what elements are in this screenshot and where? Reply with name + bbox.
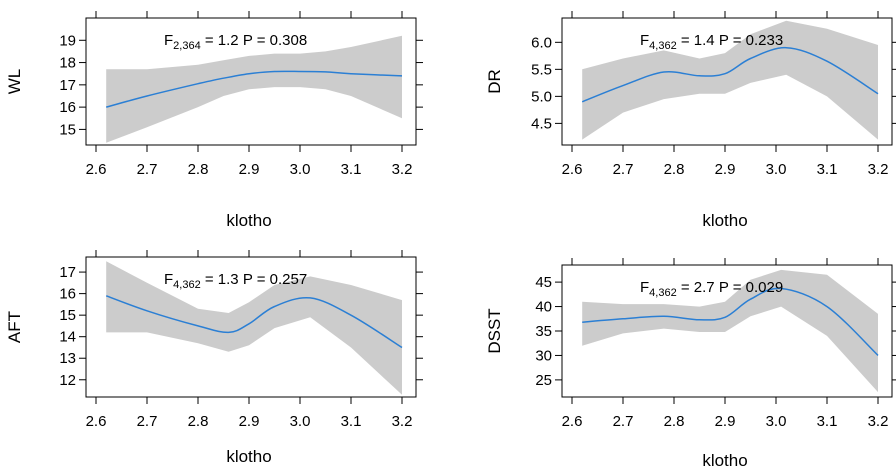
y-tick-label: 6.0 (531, 34, 552, 51)
y-axis-label: AFT (5, 311, 24, 343)
y-tick-label: 19 (59, 32, 76, 49)
x-axis-label: klotho (226, 447, 271, 466)
stat-annotation: F2,364 = 1.2 P = 0.308 (164, 32, 307, 52)
x-tick-label: 2.7 (613, 413, 634, 430)
x-tick-label: 2.8 (664, 413, 685, 430)
stat-annotation: F4,362 = 2.7 P = 0.029 (640, 279, 783, 299)
x-tick-label: 2.6 (562, 161, 583, 178)
x-tick-label: 3.2 (868, 413, 889, 430)
confidence-band (582, 269, 878, 393)
y-axis-label: WL (5, 69, 24, 95)
x-tick-label: 3.0 (290, 413, 311, 430)
y-tick-label: 25 (535, 372, 552, 389)
y-tick-label: 45 (535, 274, 552, 291)
y-tick-label: 16 (59, 286, 76, 303)
panel-dsst: 2.6 2.7 2.8 2.9 3.0 3.1 3.2 25 30 35 40 45 klotho DSS… (485, 258, 896, 470)
y-axis-label: DR (485, 69, 504, 94)
x-tick-label: 2.9 (715, 161, 736, 178)
stat-annotation: F4,362 = 1.4 P = 0.233 (640, 32, 783, 52)
y-tick-label: 5.0 (531, 88, 552, 105)
x-axis-label: klotho (702, 211, 747, 230)
y-tick-label: 5.5 (531, 61, 552, 78)
x-tick-label: 2.8 (664, 161, 685, 178)
x-tick-label: 3.2 (392, 413, 413, 430)
fit-line (581, 46, 879, 103)
x-tick-label: 2.6 (86, 413, 107, 430)
confidence-band (582, 20, 878, 140)
x-tick-label: 3.1 (341, 161, 362, 178)
y-tick-label: 40 (535, 299, 552, 316)
x-tick-label: 3.2 (868, 161, 889, 178)
fit-line (105, 295, 403, 349)
y-tick-label: 17 (59, 264, 76, 281)
x-tick-label: 3.1 (341, 413, 362, 430)
plot-frame (85, 17, 417, 146)
x-tick-label: 2.6 (562, 413, 583, 430)
x-tick-label: 2.9 (715, 413, 736, 430)
y-tick-label: 15 (59, 307, 76, 324)
x-tick-label: 2.7 (137, 413, 158, 430)
x-tick-label: 3.0 (290, 161, 311, 178)
confidence-band (106, 261, 402, 395)
panel-aft: 2.6 2.7 2.8 2.9 3.0 3.1 3.2 12 13 14 15 16 17 klotho A… (5, 250, 423, 466)
x-tick-label: 2.7 (137, 161, 158, 178)
x-tick-label: 2.7 (613, 161, 634, 178)
x-tick-label: 2.8 (188, 413, 209, 430)
fit-line (106, 70, 403, 108)
y-axis-label: DSST (485, 308, 504, 353)
y-tick-label: 14 (59, 329, 76, 346)
y-tick-label: 16 (59, 99, 76, 116)
panel-wl: 2.6 2.7 2.8 2.9 3.0 3.1 3.2 15 16 17 18 19 klotho WL F… (5, 11, 423, 230)
x-tick-label: 3.1 (817, 413, 838, 430)
x-tick-label: 3.0 (766, 161, 787, 178)
confidence-band (106, 35, 402, 143)
plot-frame (561, 17, 893, 146)
fit-line (582, 287, 879, 356)
y-tick-label: 12 (59, 372, 76, 389)
x-axis-label: klotho (702, 451, 747, 470)
panel-dr: 2.6 2.7 2.8 2.9 3.0 3.1 3.2 4.5 5.0 5.5 6.0 klotho D… (485, 11, 896, 230)
x-tick-label: 3.0 (766, 413, 787, 430)
y-tick-label: 13 (59, 350, 76, 367)
x-tick-label: 2.9 (239, 413, 260, 430)
y-tick-label: 30 (535, 347, 552, 364)
x-tick-label: 2.9 (239, 161, 260, 178)
y-tick-label: 18 (59, 55, 76, 72)
plot-frame (85, 256, 417, 398)
x-axis-label: klotho (226, 211, 271, 230)
y-tick-label: 35 (535, 323, 552, 340)
x-tick-label: 3.1 (817, 161, 838, 178)
y-tick-label: 4.5 (531, 115, 552, 132)
y-tick-label: 17 (59, 77, 76, 94)
stat-annotation: F4,362 = 1.3 P = 0.257 (164, 271, 307, 291)
y-tick-label: 15 (59, 121, 76, 138)
x-tick-label: 2.6 (86, 161, 107, 178)
x-tick-label: 3.2 (392, 161, 413, 178)
x-tick-label: 2.8 (188, 161, 209, 178)
